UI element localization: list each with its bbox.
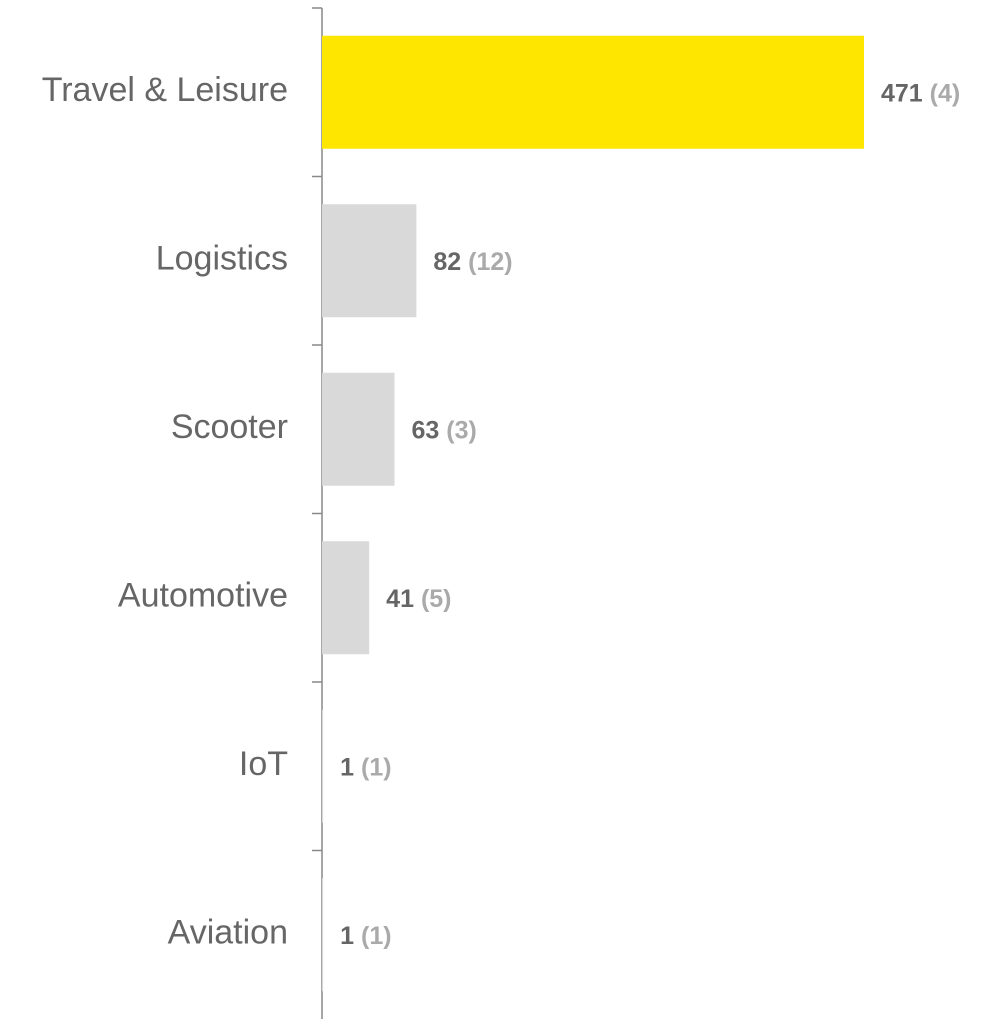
value-label: 471 (4) — [881, 79, 960, 107]
category-label: IoT — [239, 745, 288, 783]
value-label: 1 (1) — [340, 753, 391, 781]
value-label: 63 (3) — [411, 416, 476, 444]
bar — [322, 709, 324, 823]
category-label: Scooter — [171, 408, 288, 446]
value-label: 41 (5) — [386, 584, 451, 612]
bar — [322, 878, 324, 992]
category-label: Automotive — [118, 577, 288, 615]
category-label: Travel & Leisure — [42, 71, 288, 109]
bar — [322, 541, 370, 655]
value-label: 82 (12) — [433, 247, 512, 275]
category-label: Aviation — [168, 914, 288, 952]
bar — [322, 372, 395, 486]
category-label: Logistics — [156, 240, 288, 278]
bar — [322, 35, 864, 149]
value-label: 1 (1) — [340, 921, 391, 949]
bar — [322, 204, 417, 318]
